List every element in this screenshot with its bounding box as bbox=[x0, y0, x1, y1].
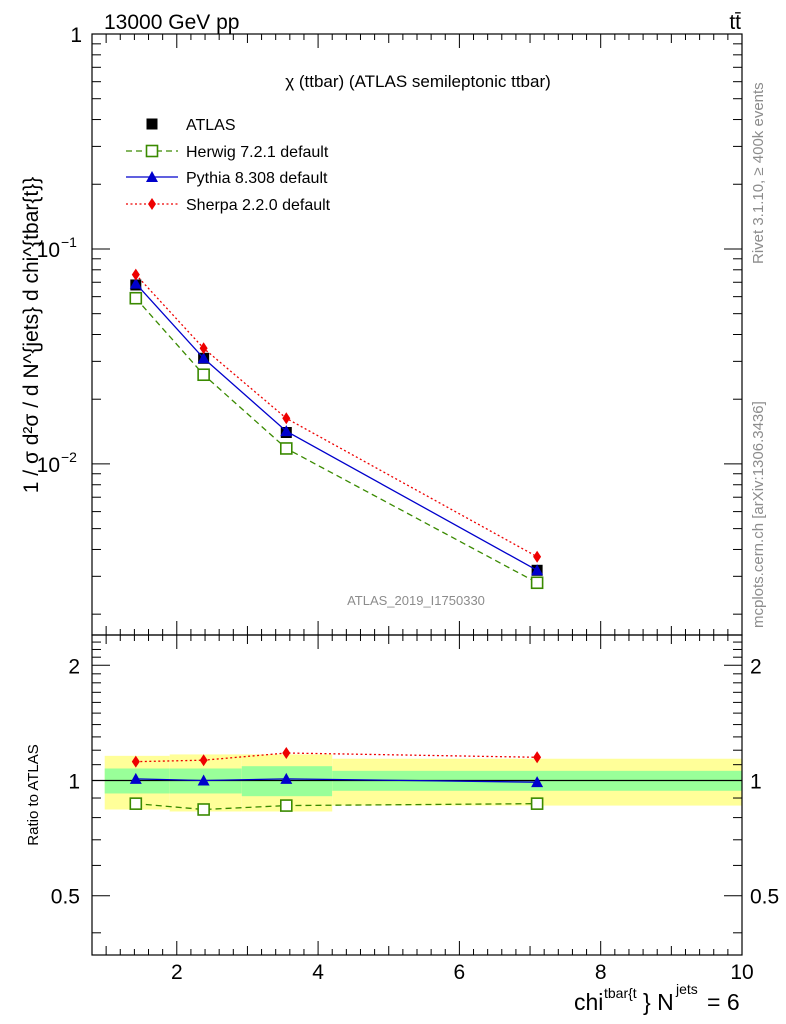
ratio-point bbox=[279, 799, 293, 812]
ratio-point bbox=[530, 797, 544, 810]
series-line bbox=[135, 283, 538, 571]
ratio-line bbox=[135, 752, 538, 763]
series-3 bbox=[131, 268, 542, 563]
x-tick-label: 2 bbox=[171, 961, 183, 984]
ratio-y-tick-label: 0.5 bbox=[51, 886, 80, 909]
ratio-y-tick-label-right: 0.5 bbox=[750, 886, 779, 909]
watermark: ATLAS_2019_I1750330 bbox=[347, 593, 485, 608]
ratio-y-tick-label-right: 2 bbox=[750, 655, 762, 678]
x-axis-label-sup2: jets bbox=[675, 981, 698, 997]
ratio-point bbox=[199, 754, 208, 767]
series-layer bbox=[129, 268, 544, 590]
legend-entry: Pythia 8.308 default bbox=[126, 170, 328, 187]
ratio-series-layer bbox=[129, 747, 544, 816]
ratio-point bbox=[282, 747, 291, 760]
ratio-point bbox=[280, 772, 293, 784]
ratio-point bbox=[129, 772, 142, 784]
y-tick-exponent: −2 bbox=[61, 449, 77, 465]
data-point bbox=[282, 412, 291, 425]
data-point bbox=[533, 550, 542, 563]
legend-marker bbox=[145, 144, 159, 158]
y-tick-label: 1 bbox=[70, 24, 82, 47]
energy-label: 13000 GeV pp bbox=[104, 11, 239, 34]
legend-marker bbox=[146, 171, 158, 182]
ratio-series-2 bbox=[131, 747, 542, 768]
data-point bbox=[279, 442, 293, 455]
legend-label: Pythia 8.308 default bbox=[186, 170, 328, 187]
y-tick-label: 10 bbox=[37, 239, 60, 262]
data-point bbox=[131, 268, 140, 281]
data-point bbox=[197, 368, 210, 382]
legend-label: Herwig 7.2.1 default bbox=[186, 144, 329, 161]
legend-label: ATLAS bbox=[186, 117, 236, 134]
legend-entry: Sherpa 2.2.0 default bbox=[126, 197, 331, 214]
ratio-series-0 bbox=[129, 797, 544, 816]
process-label: tt̄ bbox=[729, 11, 741, 34]
data-point bbox=[280, 425, 293, 437]
x-axis-label-main: chi bbox=[574, 989, 603, 1015]
ratio-y-tick-label: 1 bbox=[68, 771, 80, 794]
ratio-point bbox=[531, 776, 544, 788]
ratio-line bbox=[135, 778, 538, 783]
ratio-point bbox=[131, 755, 140, 768]
ratio-y-tick-label-right: 1 bbox=[750, 771, 762, 794]
data-point bbox=[531, 564, 544, 576]
ratio-point bbox=[197, 803, 210, 816]
x-tick-label: 6 bbox=[454, 961, 466, 984]
y-axis-label: 1 / σ d²σ / d N^{jets} d chi^{tbar{t}} bbox=[20, 177, 43, 493]
series-line bbox=[135, 274, 538, 558]
axis-ticks bbox=[92, 33, 743, 955]
ratio-point bbox=[197, 774, 210, 786]
legend: ATLAS Herwig 7.2.1 default Pythia 8.308 de… bbox=[126, 117, 331, 214]
legend-marker bbox=[146, 118, 158, 130]
ratio-bands bbox=[92, 754, 742, 812]
x-tick-label: 4 bbox=[312, 961, 324, 984]
y-tick-exponent: −1 bbox=[61, 234, 77, 250]
ratio-series-1 bbox=[129, 772, 544, 788]
ratio-line bbox=[135, 803, 538, 811]
data-point bbox=[129, 291, 143, 305]
data-point bbox=[129, 277, 142, 289]
legend-marker bbox=[148, 198, 156, 210]
chart-title: χ (ttbar) (ATLAS semileptonic ttbar) bbox=[285, 72, 551, 91]
x-axis-label-mid: } N bbox=[643, 989, 674, 1015]
series-1 bbox=[129, 291, 544, 590]
series-2 bbox=[129, 277, 544, 576]
ratio-point bbox=[533, 751, 542, 764]
x-tick-label: 10 bbox=[730, 961, 753, 984]
legend-entry: ATLAS bbox=[146, 117, 236, 134]
data-point bbox=[530, 576, 544, 590]
ratio-y-tick-label: 2 bbox=[68, 655, 80, 678]
rivet-label: Rivet 3.1.10, ≥ 400k events bbox=[750, 82, 767, 264]
y-tick-label: 10 bbox=[37, 454, 60, 477]
data-point bbox=[199, 342, 208, 355]
ratio-point bbox=[129, 797, 143, 810]
mcplots-label: mcplots.cern.ch [arXiv:1306.3436] bbox=[750, 401, 767, 628]
x-axis-label-end: = 6 bbox=[707, 989, 740, 1015]
ratio-y-axis-label: Ratio to ATLAS bbox=[25, 744, 42, 845]
legend-entry: Herwig 7.2.1 default bbox=[126, 144, 329, 161]
legend-label: Sherpa 2.2.0 default bbox=[186, 197, 331, 214]
series-line bbox=[135, 297, 538, 584]
data-point bbox=[197, 352, 210, 364]
x-tick-label: 8 bbox=[595, 961, 607, 984]
x-axis-label: chi tbar{t } N jets = 6 bbox=[574, 981, 740, 1015]
x-axis-label-sup1: tbar{t bbox=[604, 985, 637, 1001]
series-0 bbox=[130, 279, 543, 576]
